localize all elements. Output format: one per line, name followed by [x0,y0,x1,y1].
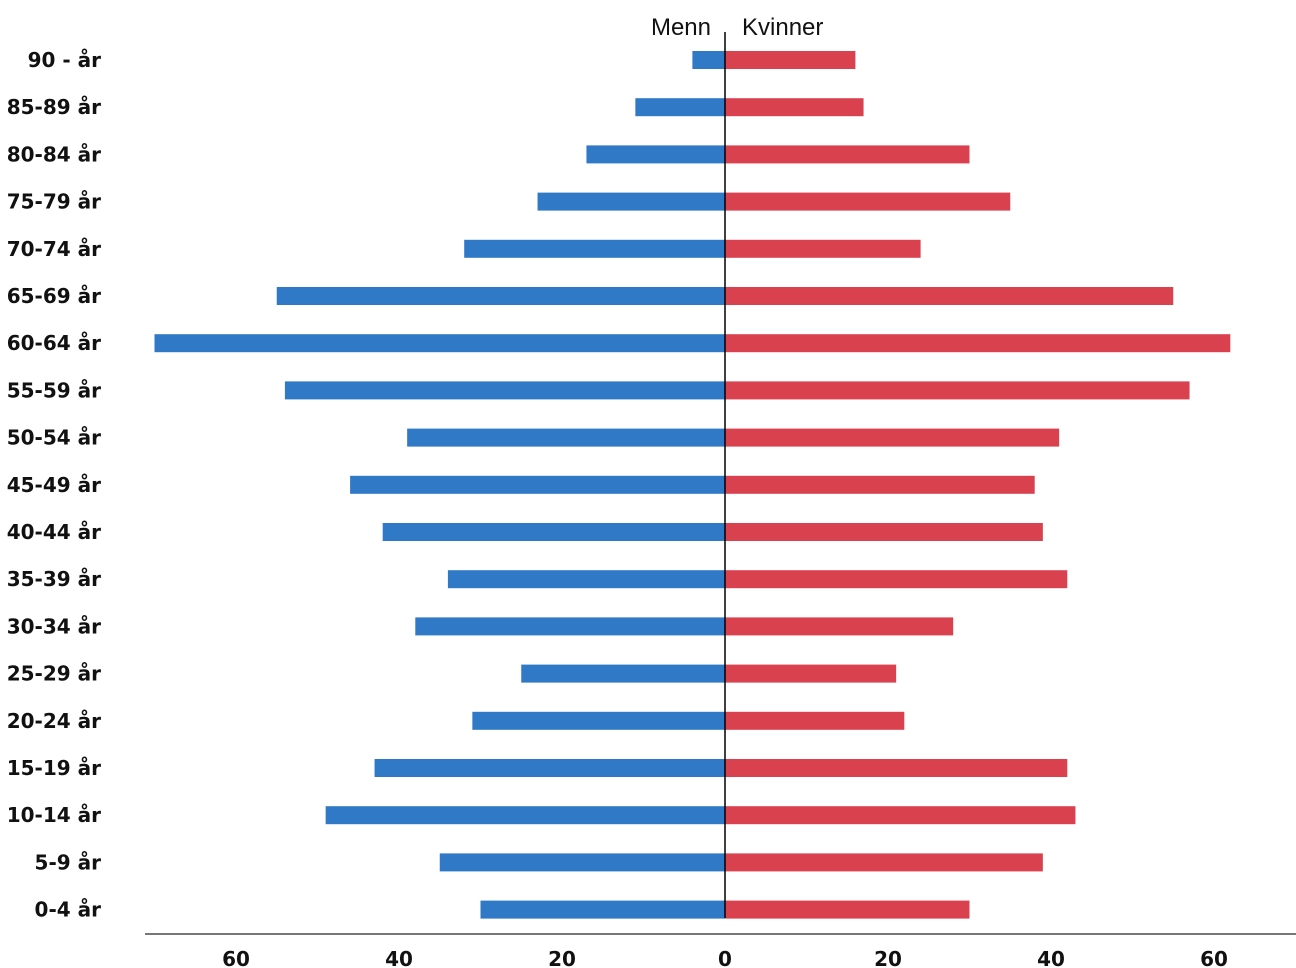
category-label: 70-74 år [7,237,101,261]
bars-group [154,51,1231,919]
bar-kvinner [725,145,970,164]
bar-kvinner [725,381,1190,400]
bar-kvinner [725,428,1060,447]
bar-kvinner [725,711,905,730]
legend: Menn Kvinner [651,14,823,41]
bar-menn [635,98,725,117]
x-tick-label: 60 [1200,947,1228,968]
bar-kvinner [725,475,1035,494]
bar-kvinner [725,806,1076,825]
x-tick-label: 20 [874,947,902,968]
bar-menn [447,570,725,589]
x-tick-labels: 60 40 20 0 20 40 60 [222,947,1228,968]
bar-menn [415,617,725,636]
category-label: 85-89 år [7,95,101,119]
category-label: 80-84 år [7,142,101,166]
bar-kvinner [725,570,1068,589]
bar-kvinner [725,664,897,683]
bar-menn [521,664,725,683]
x-tick-label: 40 [1037,947,1065,968]
bar-kvinner [725,853,1043,872]
bar-menn [407,428,725,447]
category-label: 15-19 år [7,756,101,780]
bar-menn [350,475,725,494]
x-tick-label: 40 [385,947,413,968]
category-label: 45-49 år [7,473,101,497]
bar-menn [374,759,725,777]
category-label: 0-4 år [35,898,102,922]
bar-menn [382,523,725,541]
bar-menn [472,711,725,730]
category-label: 90 - år [28,48,102,72]
bar-kvinner [725,759,1068,777]
bar-menn [537,192,725,211]
bar-menn [586,145,725,164]
category-label: 65-69 år [7,284,101,308]
bar-kvinner [725,51,856,69]
legend-label-kvinner: Kvinner [742,14,823,41]
bar-menn [325,806,725,825]
bar-kvinner [725,287,1174,305]
bar-menn [276,287,725,305]
category-label: 55-59 år [7,378,101,402]
bar-kvinner [725,239,921,258]
bar-kvinner [725,334,1231,353]
bar-kvinner [725,523,1043,541]
category-label: 5-9 år [35,850,102,874]
bar-kvinner [725,900,970,919]
legend-label-menn: Menn [651,14,711,41]
bar-menn [154,334,725,353]
bar-menn [439,853,725,872]
category-label: 30-34 år [7,614,101,638]
bar-kvinner [725,617,954,636]
category-label: 10-14 år [7,803,101,827]
category-label: 25-29 år [7,662,101,686]
bar-kvinner [725,192,1011,211]
x-tick-label: 0 [718,947,732,968]
category-label: 75-79 år [7,190,101,214]
bar-menn [692,51,725,69]
bar-menn [464,239,725,258]
category-label: 20-24 år [7,709,101,733]
bar-kvinner [725,98,864,117]
category-label: 40-44 år [7,520,101,544]
bar-menn [284,381,725,400]
x-tick-label: 60 [222,947,250,968]
category-labels: 90 - år 85-89 år 80-84 år 75-79 år 70-74 år 6… [7,48,101,922]
category-label: 35-39 år [7,567,101,591]
category-label: 50-54 år [7,426,101,450]
bar-menn [480,900,725,919]
x-tick-label: 20 [548,947,576,968]
category-label: 60-64 år [7,331,101,355]
